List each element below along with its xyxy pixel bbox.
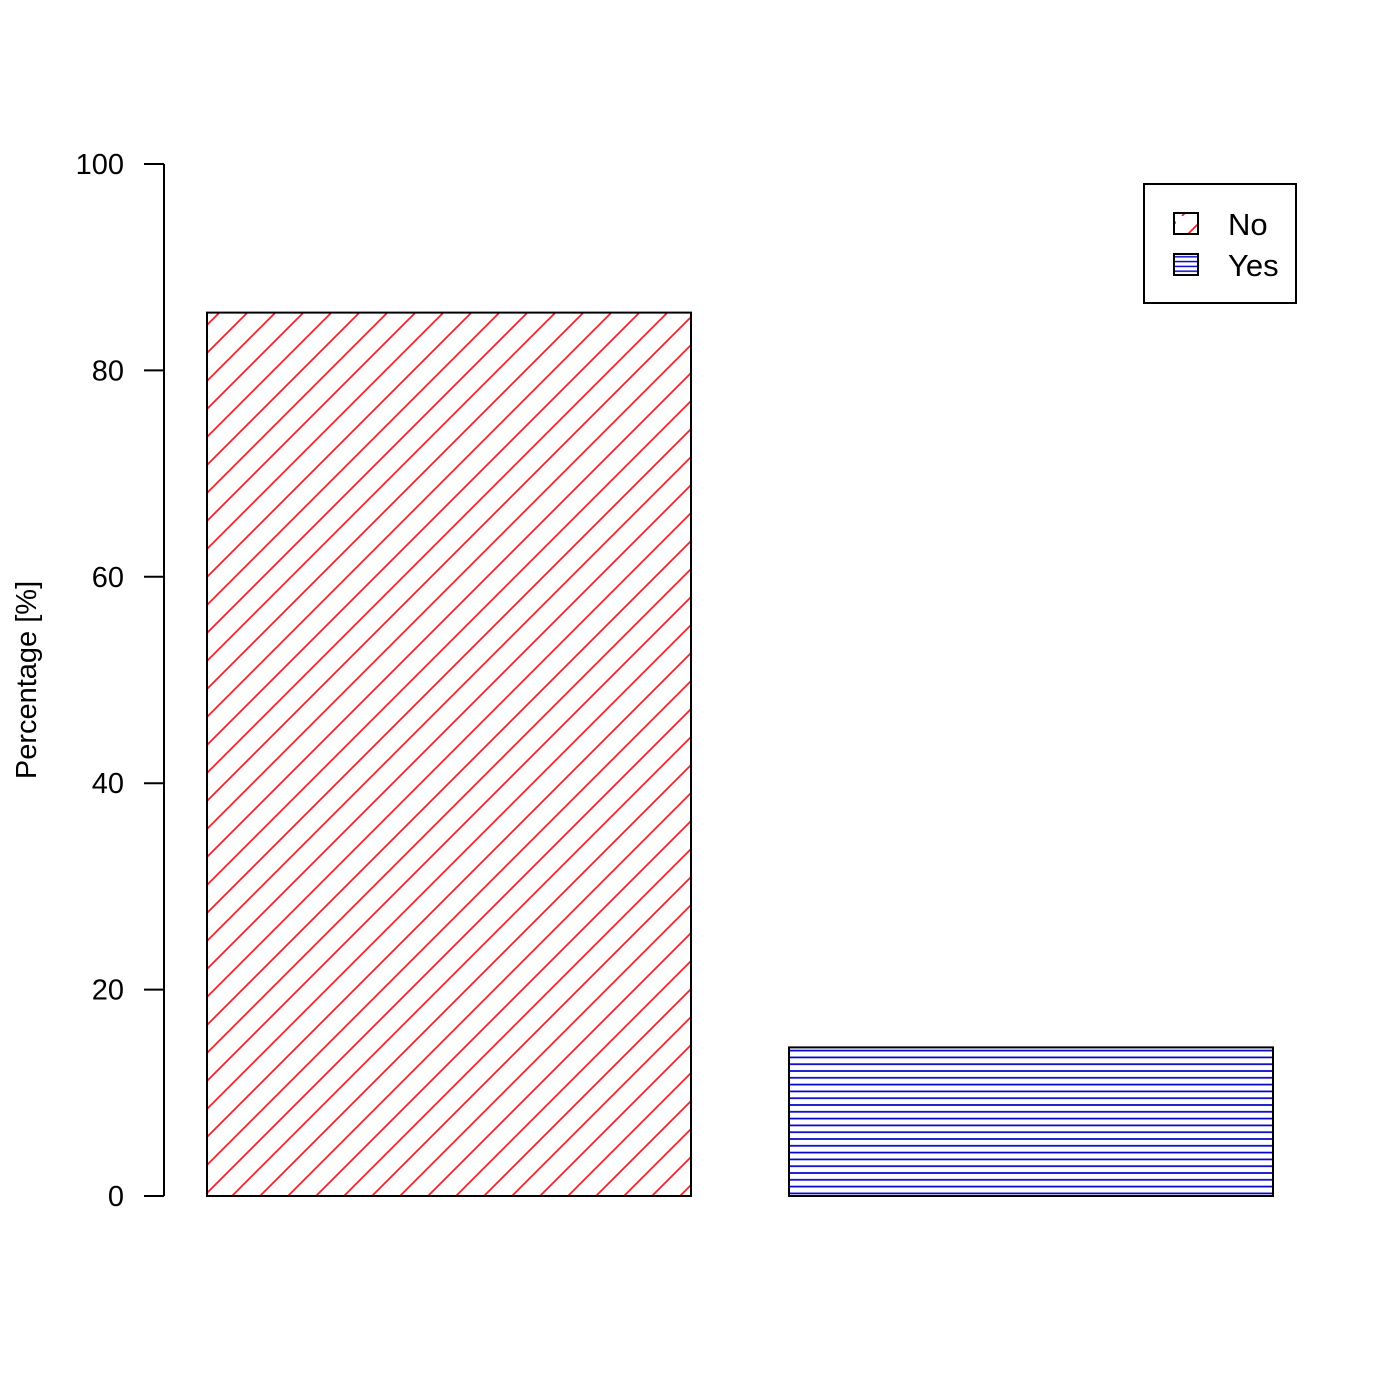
legend-label-yes: Yes xyxy=(1228,248,1279,283)
legend-swatch-no xyxy=(1173,212,1199,235)
y-tick-label-20: 20 xyxy=(92,975,124,1007)
legend-box xyxy=(1143,183,1297,304)
legend-swatch-yes xyxy=(1173,253,1199,276)
bar-yes xyxy=(788,1046,1274,1197)
legend-label-no: No xyxy=(1228,207,1268,242)
legend: No Yes xyxy=(1143,183,1297,304)
legend-item-no: No xyxy=(1173,207,1268,242)
y-axis-label: Percentage [%] xyxy=(11,581,43,779)
bar-no xyxy=(206,311,692,1198)
y-tick-label-100: 100 xyxy=(76,149,124,181)
y-axis: 0 20 40 60 80 100 xyxy=(76,149,165,1213)
bars xyxy=(206,311,1274,1198)
y-tick-label-0: 0 xyxy=(108,1181,124,1213)
y-tick-label-40: 40 xyxy=(92,768,124,800)
y-tick-label-80: 80 xyxy=(92,355,124,387)
y-tick-label-60: 60 xyxy=(92,562,124,594)
legend-item-yes: Yes xyxy=(1173,248,1279,283)
